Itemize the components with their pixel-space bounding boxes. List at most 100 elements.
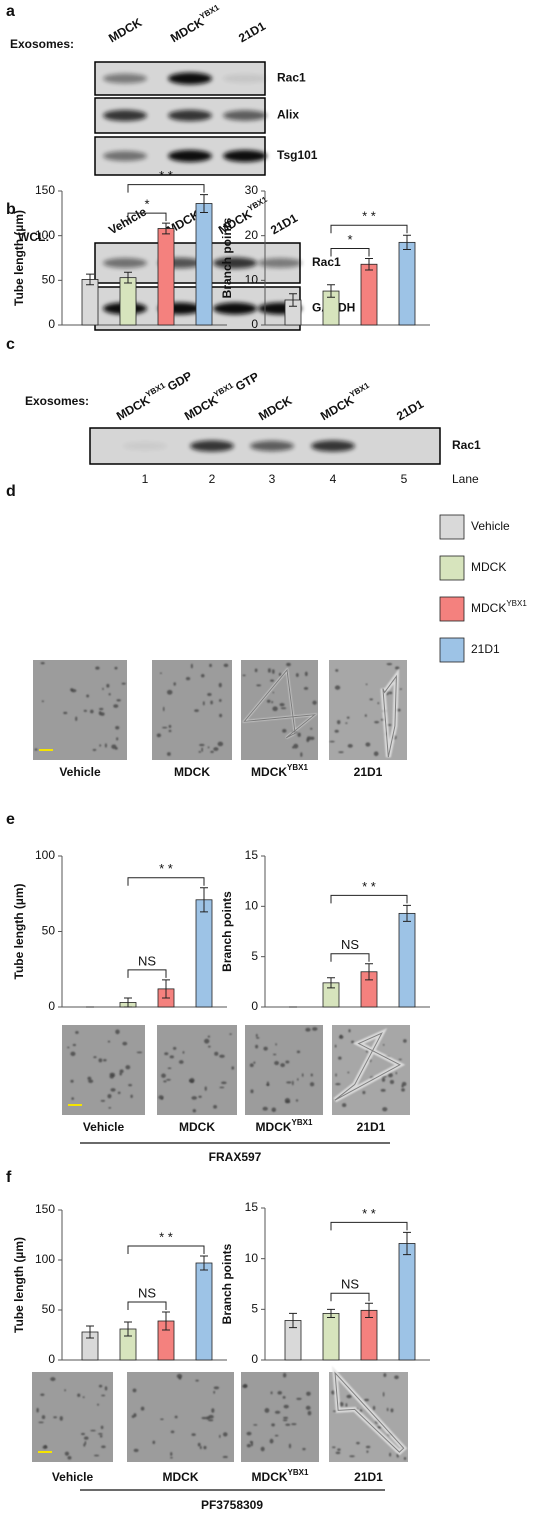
blot-band bbox=[168, 150, 212, 162]
cell bbox=[106, 683, 110, 688]
cell bbox=[70, 1079, 74, 1083]
cell bbox=[283, 1404, 289, 1409]
cell bbox=[197, 1442, 201, 1447]
cell bbox=[173, 682, 176, 686]
y-tick-label: 10 bbox=[245, 1251, 259, 1265]
cell bbox=[169, 1055, 175, 1059]
lane-label: 21D1 bbox=[236, 19, 268, 46]
cell bbox=[288, 1443, 292, 1449]
bar bbox=[322, 1312, 340, 1361]
cell bbox=[102, 687, 104, 691]
error-bar bbox=[86, 1325, 94, 1339]
panel-label: d bbox=[6, 483, 16, 500]
legend-label: MDCKYBX1 bbox=[471, 599, 527, 615]
cell bbox=[269, 1438, 274, 1444]
cell bbox=[395, 1071, 398, 1075]
cell bbox=[331, 1446, 336, 1449]
blot-band bbox=[223, 110, 267, 121]
cell bbox=[365, 1445, 371, 1449]
lane-label: MDCK bbox=[106, 15, 144, 45]
y-tick-label: 0 bbox=[48, 317, 55, 331]
cell bbox=[98, 1058, 103, 1063]
label-superscript: YBX1 bbox=[287, 763, 308, 772]
cell bbox=[277, 1391, 283, 1395]
cell bbox=[172, 1046, 177, 1050]
cell bbox=[221, 1081, 227, 1085]
treatment-label: FRAX597 bbox=[209, 1150, 262, 1164]
cell bbox=[83, 709, 87, 712]
label-superscript: YBX1 bbox=[348, 381, 371, 400]
cell bbox=[219, 1054, 225, 1058]
cell bbox=[399, 688, 403, 690]
cell bbox=[207, 693, 212, 696]
cell bbox=[117, 1091, 121, 1095]
cell bbox=[274, 1434, 279, 1437]
cell bbox=[351, 1040, 355, 1044]
bar bbox=[157, 228, 175, 326]
cell bbox=[111, 1074, 116, 1077]
cell bbox=[280, 707, 287, 710]
cell bbox=[310, 727, 313, 730]
cell bbox=[335, 1073, 337, 1077]
bar bbox=[195, 899, 213, 1008]
cell bbox=[121, 682, 126, 685]
cell bbox=[67, 1455, 72, 1460]
cell bbox=[255, 1033, 258, 1038]
cell bbox=[38, 1421, 44, 1424]
cell bbox=[75, 1031, 79, 1034]
cell bbox=[40, 661, 45, 665]
label-text: MDCK bbox=[252, 1470, 288, 1484]
cell bbox=[229, 1033, 232, 1035]
cell bbox=[286, 1081, 292, 1084]
cell bbox=[267, 668, 271, 673]
cell bbox=[389, 1079, 395, 1085]
legend-swatch bbox=[439, 514, 465, 540]
y-tick-label: 150 bbox=[35, 1202, 55, 1216]
legend-label: Vehicle bbox=[471, 519, 510, 533]
label-suffix: GTP bbox=[233, 369, 261, 393]
cell bbox=[41, 1415, 46, 1420]
cell bbox=[253, 1424, 258, 1426]
cell bbox=[203, 1445, 207, 1450]
cell bbox=[297, 732, 301, 737]
cell bbox=[293, 743, 299, 749]
cell bbox=[403, 1039, 407, 1043]
y-tick-label: 50 bbox=[42, 924, 56, 938]
cell bbox=[119, 1069, 124, 1074]
blot-band bbox=[213, 302, 257, 315]
label-text: MDCK bbox=[256, 1120, 292, 1134]
image-label: 21D1 bbox=[357, 1120, 386, 1134]
cell bbox=[347, 1071, 350, 1074]
cell bbox=[218, 682, 222, 688]
cell bbox=[262, 1106, 268, 1111]
image-label: MDCK bbox=[174, 765, 210, 779]
cell bbox=[191, 1433, 196, 1436]
error-bar bbox=[327, 284, 335, 298]
image-label: Vehicle bbox=[59, 765, 101, 779]
cell bbox=[282, 1395, 286, 1399]
cell bbox=[195, 1379, 199, 1382]
cell bbox=[388, 1073, 393, 1078]
cell bbox=[280, 1063, 285, 1068]
cell bbox=[115, 725, 120, 730]
cell bbox=[223, 663, 229, 668]
cell bbox=[347, 743, 353, 748]
cell bbox=[381, 1077, 386, 1082]
cell bbox=[297, 1078, 299, 1081]
cell bbox=[296, 1397, 302, 1401]
cell bbox=[128, 1083, 133, 1087]
cell bbox=[174, 1415, 178, 1419]
y-tick-label: 15 bbox=[245, 1200, 259, 1214]
cell bbox=[348, 1029, 351, 1033]
cell bbox=[207, 1035, 211, 1038]
micrograph bbox=[157, 1025, 237, 1115]
error-bar bbox=[289, 293, 297, 307]
lane-label: 21D1 bbox=[394, 397, 426, 424]
cell bbox=[403, 1456, 407, 1460]
cell bbox=[99, 707, 104, 711]
cell bbox=[95, 666, 100, 670]
error-bar bbox=[365, 257, 373, 271]
cell bbox=[272, 691, 275, 694]
cell bbox=[162, 706, 165, 712]
error-bar bbox=[124, 1321, 132, 1337]
